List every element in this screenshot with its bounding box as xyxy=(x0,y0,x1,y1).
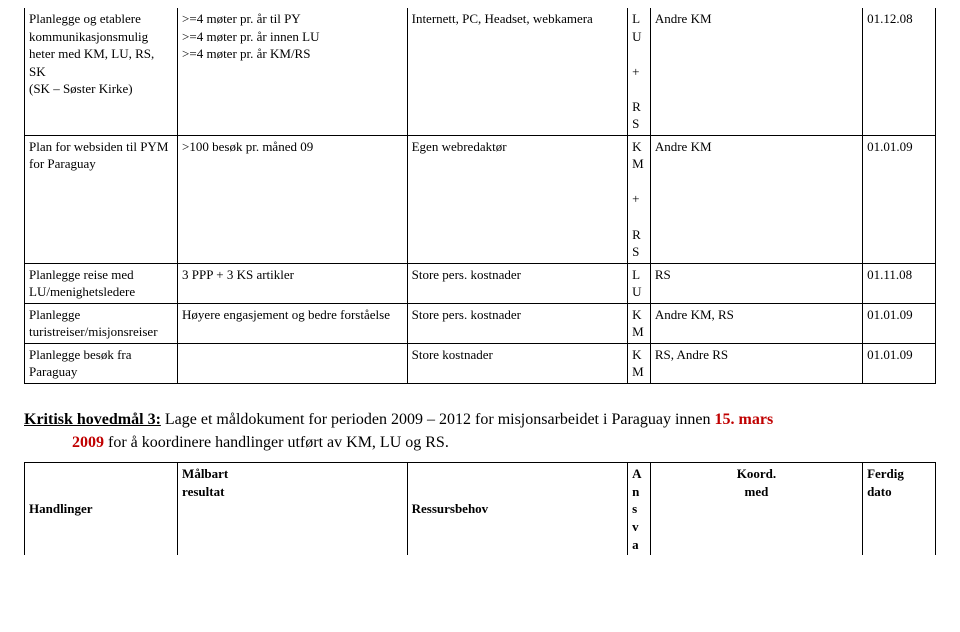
cell-ressurs: Store pers. kostnader xyxy=(407,263,627,303)
cell-koord: RS, Andre RS xyxy=(650,343,862,383)
cell-ressurs: Store pers. kostnader xyxy=(407,303,627,343)
col-a-header: A n s v a xyxy=(628,463,651,555)
col-dato-header: Ferdig dato xyxy=(863,463,936,555)
cell-handlinger: Planlegge besøk fra Paraguay xyxy=(25,343,178,383)
cell-a: L U xyxy=(628,263,651,303)
table-row: Planlegge og etablere kommunikasjonsmuli… xyxy=(25,8,936,135)
heading-line-2: 2009 for å koordinere handlinger utført … xyxy=(24,431,936,454)
text: Målbart xyxy=(182,466,228,481)
cell-ressurs: Egen webredaktør xyxy=(407,135,627,263)
table-header-row: Handlinger Målbart resultat Ressursbehov… xyxy=(25,463,936,555)
text: resultat xyxy=(182,484,224,499)
cell-a: K M xyxy=(628,343,651,383)
cell-handlinger: Planlegge reise med LU/menighetsledere xyxy=(25,263,178,303)
heading-text-2: for å koordinere handlinger utført av KM… xyxy=(104,434,449,451)
text: >=4 møter pr. år innen LU xyxy=(182,29,319,44)
table-row: Plan for websiden til PYM for Paraguay >… xyxy=(25,135,936,263)
heading-text-1: Lage et måldokument for perioden 2009 – … xyxy=(161,411,715,428)
cell-handlinger: Plan for websiden til PYM for Paraguay xyxy=(25,135,178,263)
cell-handlinger: Planlegge turistreiser/misjonsreiser xyxy=(25,303,178,343)
text: >=4 møter pr. år til PY xyxy=(182,11,301,26)
text: Planlegge og etablere kommunikasjonsmuli… xyxy=(29,11,154,79)
table-2: Handlinger Målbart resultat Ressursbehov… xyxy=(24,462,936,555)
col-ressurs-header: Ressursbehov xyxy=(407,463,627,555)
cell-resultat: 3 PPP + 3 KS artikler xyxy=(178,263,408,303)
table-row: Planlegge turistreiser/misjonsreiser Høy… xyxy=(25,303,936,343)
cell-resultat: >=4 møter pr. år til PY >=4 møter pr. år… xyxy=(178,8,408,135)
table-1: Planlegge og etablere kommunikasjonsmuli… xyxy=(24,8,936,384)
cell-a: K M + R S xyxy=(628,135,651,263)
col-koord-header: Koord. med xyxy=(650,463,862,555)
cell-dato: 01.01.09 xyxy=(863,303,936,343)
cell-resultat: >100 besøk pr. måned 09 xyxy=(178,135,408,263)
cell-koord: Andre KM xyxy=(650,8,862,135)
text: Koord. xyxy=(737,466,776,481)
table-row: Planlegge reise med LU/menighetsledere 3… xyxy=(25,263,936,303)
col-resultat-header: Målbart resultat xyxy=(178,463,408,555)
cell-koord: Andre KM xyxy=(650,135,862,263)
text: >=4 møter pr. år KM/RS xyxy=(182,46,310,61)
col-handlinger-header: Handlinger xyxy=(25,463,178,555)
heading-red-2: 2009 xyxy=(72,434,104,451)
cell-resultat xyxy=(178,343,408,383)
cell-resultat: Høyere engasjement og bedre forståelse xyxy=(178,303,408,343)
cell-dato: 01.01.09 xyxy=(863,343,936,383)
table-row: Planlegge besøk fra Paraguay Store kostn… xyxy=(25,343,936,383)
section-heading: Kritisk hovedmål 3: Lage et måldokument … xyxy=(24,408,936,454)
cell-a: K M xyxy=(628,303,651,343)
cell-dato: 01.11.08 xyxy=(863,263,936,303)
cell-ressurs: Internett, PC, Headset, webkamera xyxy=(407,8,627,135)
text: dato xyxy=(867,484,892,499)
text: med xyxy=(745,484,769,499)
cell-handlinger: Planlegge og etablere kommunikasjonsmuli… xyxy=(25,8,178,135)
text: (SK – Søster Kirke) xyxy=(29,81,133,96)
cell-ressurs: Store kostnader xyxy=(407,343,627,383)
cell-dato: 01.12.08 xyxy=(863,8,936,135)
cell-koord: RS xyxy=(650,263,862,303)
text: Ferdig xyxy=(867,466,904,481)
heading-red-1: 15. mars xyxy=(715,411,774,428)
cell-dato: 01.01.09 xyxy=(863,135,936,263)
cell-koord: Andre KM, RS xyxy=(650,303,862,343)
cell-a: L U + R S xyxy=(628,8,651,135)
heading-title: Kritisk hovedmål 3: xyxy=(24,411,161,428)
